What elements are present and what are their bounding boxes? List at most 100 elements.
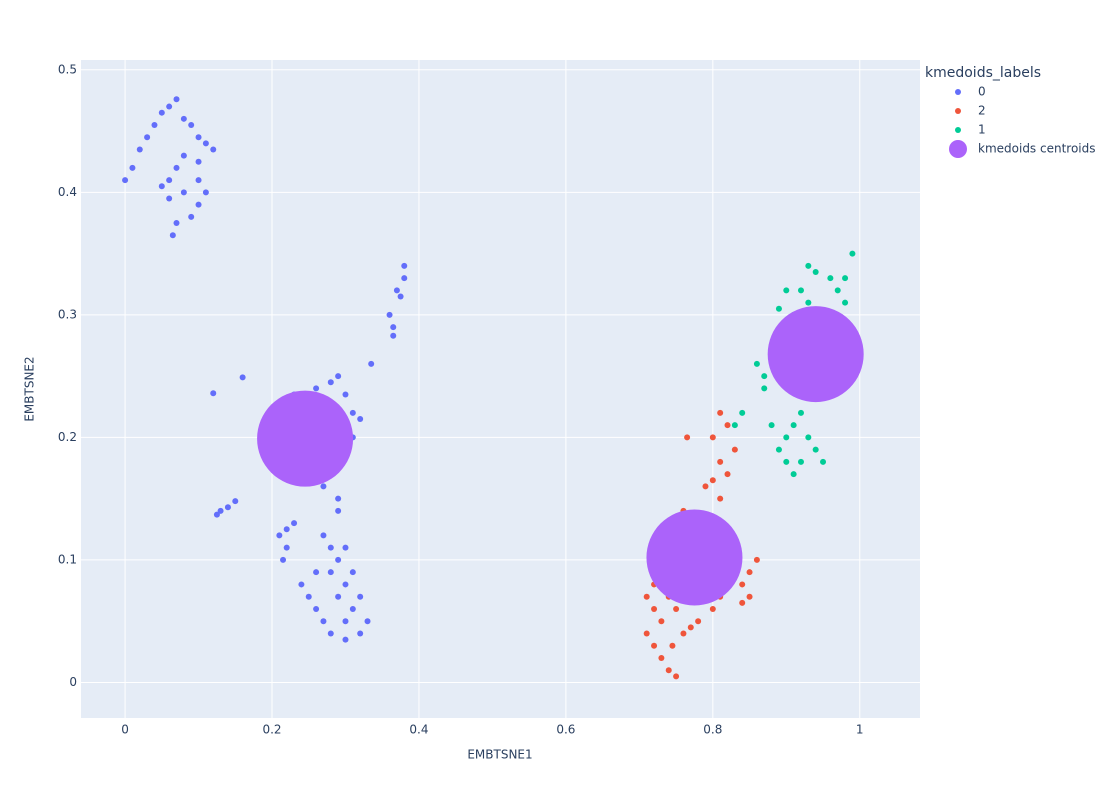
point — [827, 275, 834, 282]
y-axis-title: EMBTSNE2 — [23, 356, 37, 421]
point — [195, 177, 202, 184]
point — [195, 201, 202, 208]
centroid — [767, 306, 864, 403]
x-tick-label: 0.8 — [703, 723, 722, 737]
x-tick-label: 0 — [121, 723, 129, 737]
point — [335, 373, 342, 380]
point — [166, 177, 173, 184]
x-tick-label: 1 — [856, 723, 864, 737]
point — [401, 275, 408, 282]
point — [812, 446, 819, 453]
point — [709, 605, 716, 612]
point — [665, 667, 672, 674]
point — [239, 374, 246, 381]
point — [313, 605, 320, 612]
point — [687, 624, 694, 631]
point — [305, 593, 312, 600]
point — [320, 532, 327, 539]
legend-title: kmedoids_labels — [925, 65, 1041, 81]
point — [753, 360, 760, 367]
point — [702, 483, 709, 490]
point — [166, 103, 173, 110]
point — [202, 140, 209, 147]
legend-marker — [949, 140, 967, 158]
point — [746, 593, 753, 600]
point — [283, 526, 290, 533]
point — [213, 511, 220, 518]
point — [401, 262, 408, 269]
y-tick-label: 0.2 — [58, 430, 77, 444]
point — [349, 605, 356, 612]
point — [658, 654, 665, 661]
point — [327, 544, 334, 551]
y-tick-label: 0.3 — [58, 307, 77, 321]
point — [731, 446, 738, 453]
point — [783, 434, 790, 441]
point — [673, 605, 680, 612]
point — [768, 422, 775, 429]
point — [151, 121, 158, 128]
y-tick-label: 0.4 — [58, 185, 77, 199]
point — [122, 177, 129, 184]
point — [158, 109, 165, 116]
point — [775, 305, 782, 312]
point — [144, 134, 151, 141]
point — [761, 385, 768, 392]
point — [335, 495, 342, 502]
point — [739, 599, 746, 606]
point — [313, 569, 320, 576]
point — [342, 544, 349, 551]
point — [746, 569, 753, 576]
point — [188, 213, 195, 220]
point — [129, 164, 136, 171]
x-axis-title: EMBTSNE1 — [467, 748, 532, 762]
point — [717, 495, 724, 502]
point — [797, 287, 804, 294]
point — [166, 195, 173, 202]
point — [180, 115, 187, 122]
point — [775, 446, 782, 453]
point — [217, 507, 224, 514]
legend-label: 2 — [978, 104, 986, 118]
point — [349, 409, 356, 416]
point — [724, 422, 731, 429]
legend-marker — [955, 127, 961, 133]
point — [695, 618, 702, 625]
point — [313, 385, 320, 392]
point — [335, 507, 342, 514]
point — [335, 593, 342, 600]
point — [342, 391, 349, 398]
point — [790, 422, 797, 429]
x-tick-label: 0.4 — [409, 723, 428, 737]
legend-label: kmedoids centroids — [978, 142, 1096, 156]
point — [210, 390, 217, 397]
x-tick-label: 0.6 — [556, 723, 575, 737]
point — [684, 434, 691, 441]
point — [173, 219, 180, 226]
point — [158, 183, 165, 190]
legend-marker — [955, 89, 961, 95]
point — [790, 471, 797, 478]
point — [327, 630, 334, 637]
point — [320, 483, 327, 490]
y-tick-label: 0.1 — [58, 552, 77, 566]
legend-label: 0 — [978, 85, 986, 99]
point — [783, 458, 790, 465]
point — [834, 287, 841, 294]
point — [342, 636, 349, 643]
point — [327, 569, 334, 576]
point — [357, 630, 364, 637]
point — [342, 618, 349, 625]
point — [680, 630, 687, 637]
point — [232, 498, 239, 505]
point — [386, 311, 393, 318]
point — [195, 134, 202, 141]
point — [805, 262, 812, 269]
point — [320, 618, 327, 625]
point — [797, 458, 804, 465]
point — [739, 581, 746, 588]
point — [805, 434, 812, 441]
y-tick-label: 0 — [69, 675, 77, 689]
point — [673, 673, 680, 680]
point — [393, 287, 400, 294]
